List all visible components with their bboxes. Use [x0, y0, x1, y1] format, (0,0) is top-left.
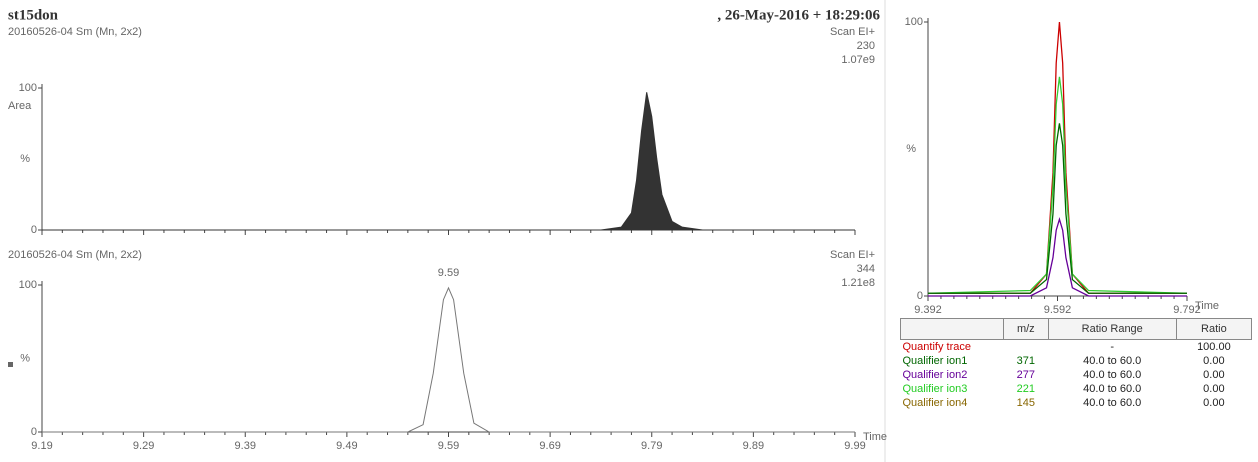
- trace-line: [928, 21, 1187, 294]
- x-tick-label: 9.392: [914, 304, 942, 316]
- row-name: Qualifier ion3: [902, 383, 968, 395]
- cell: 145: [1016, 397, 1035, 409]
- table-row: Quantify trace - 100.00: [901, 340, 1252, 355]
- x-tick-label: 9.792: [1173, 304, 1201, 316]
- cell: 0.00: [1203, 383, 1225, 395]
- cell: 0.00: [1203, 397, 1225, 409]
- table-row: Qualifier ion4 145 40.0 to 60.0 0.00: [901, 396, 1252, 410]
- ratio-table: m/z Ratio Range Ratio Quantify trace -100.00…: [900, 318, 1253, 410]
- chart-title: st15don: [8, 7, 59, 23]
- x-axis-label: Time: [1195, 300, 1219, 312]
- header-cell: [900, 318, 1004, 340]
- trace-label: 20160526-04 Sm (Mn, 2x2): [8, 249, 142, 261]
- y-annotation: Area: [8, 100, 32, 112]
- y-axis-label: %: [20, 153, 30, 165]
- y-tick-label: 0: [31, 224, 37, 236]
- cell: 40.0 to 60.0: [1083, 369, 1142, 381]
- cell: 0.00: [1203, 355, 1225, 367]
- x-tick-label: 9.89: [743, 440, 764, 452]
- table-row: Qualifier ion2 277 40.0 to 60.0 0.00: [901, 368, 1252, 382]
- chart-date: , 26-May-2016 + 18:29:06: [717, 7, 880, 23]
- cell: 100.00: [1197, 341, 1231, 353]
- trace-scan: Scan EI+: [830, 26, 875, 38]
- cell: 221: [1016, 383, 1035, 395]
- y-axis-label: %: [906, 143, 916, 155]
- trace-intensity: 1.07e9: [841, 54, 875, 66]
- trace-line: [42, 286, 855, 433]
- y-tick-label: 100: [19, 82, 37, 94]
- x-tick-label: 9.79: [641, 440, 662, 452]
- cell: 40.0 to 60.0: [1083, 355, 1142, 367]
- x-tick-label: 9.29: [133, 440, 154, 452]
- trace-mass: 230: [857, 40, 875, 52]
- x-tick-label: 9.19: [31, 440, 52, 452]
- y-axis-label: %: [20, 352, 30, 364]
- cell: 277: [1016, 369, 1035, 381]
- peak-label: 9.59: [438, 267, 459, 279]
- header-row: m/z Ratio Range Ratio: [900, 318, 1253, 340]
- x-tick-label: 9.39: [235, 440, 256, 452]
- x-tick-label: 9.99: [844, 440, 865, 452]
- header-cell: Ratio Range: [1047, 318, 1177, 340]
- x-tick-label: 9.49: [336, 440, 357, 452]
- trace-line: [928, 216, 1187, 297]
- row-name: Qualifier ion1: [902, 355, 968, 367]
- header-cell: Ratio: [1175, 318, 1253, 340]
- cell: 0.00: [1203, 369, 1225, 381]
- row-name: Qualifier ion2: [902, 369, 968, 381]
- y-tick-label: 100: [905, 16, 923, 28]
- x-tick-label: 9.592: [1044, 304, 1072, 316]
- row-name: Qualifier ion4: [902, 397, 968, 409]
- x-axis-label: Time: [863, 431, 887, 443]
- cell: 371: [1016, 355, 1035, 367]
- trace-line: [928, 123, 1187, 294]
- trace-label: 20160526-04 Sm (Mn, 2x2): [8, 26, 142, 38]
- row-name: Quantify trace: [902, 341, 971, 353]
- trace-scan: Scan EI+: [830, 249, 875, 261]
- trace-intensity: 1.21e8: [841, 277, 875, 289]
- trace-mass: 344: [857, 263, 875, 275]
- trace-line: [927, 76, 1188, 294]
- x-tick-label: 9.59: [438, 440, 459, 452]
- cell: [1004, 340, 1049, 355]
- cell: 40.0 to 60.0: [1083, 397, 1142, 409]
- cell: 40.0 to 60.0: [1083, 383, 1142, 395]
- y-tick-label: 0: [31, 426, 37, 438]
- y-tick-label: 100: [19, 279, 37, 291]
- cell: -: [1110, 341, 1115, 353]
- y-tick-label: 0: [917, 290, 923, 302]
- x-tick-label: 9.69: [539, 440, 560, 452]
- header-cell: m/z: [1003, 318, 1049, 340]
- table-row: Qualifier ion3 221 40.0 to 60.0 0.00: [901, 382, 1252, 396]
- peak-area: [42, 92, 855, 231]
- table-row: Qualifier ion1 371 40.0 to 60.0 0.00: [901, 354, 1252, 368]
- icon: [8, 362, 13, 367]
